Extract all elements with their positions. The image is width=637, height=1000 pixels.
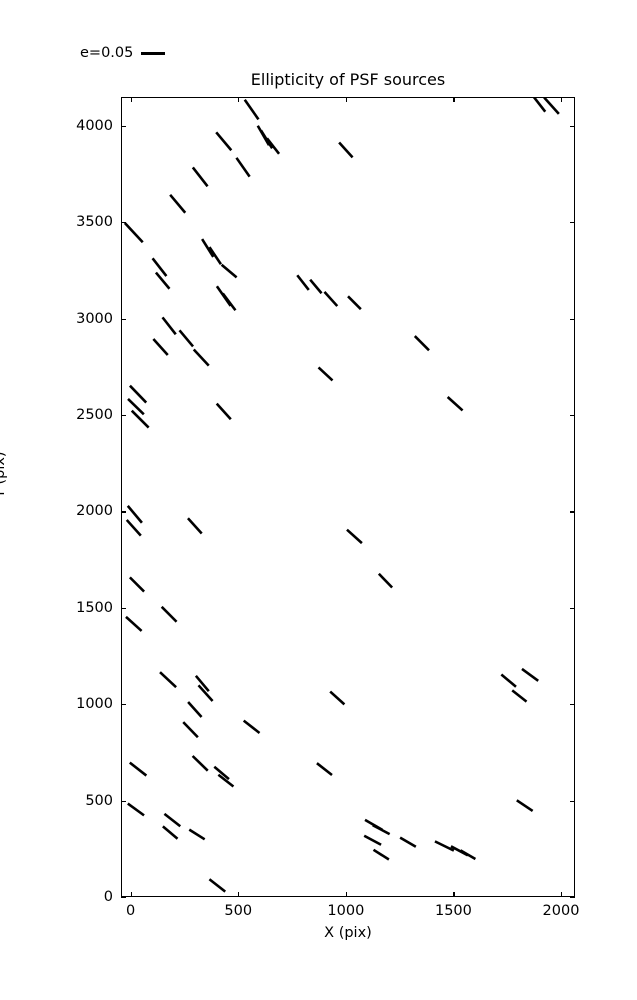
whisker-segment [215,402,232,421]
x-tick-label: 2000 [542,903,580,919]
whisker-segment [130,409,150,429]
whisker-segment [446,396,464,412]
whisker-segment [128,576,146,593]
y-tick-label: 3500 [76,214,113,231]
whisker-segment [127,398,145,416]
whisker-segment [347,295,362,311]
whisker-segment [128,761,148,777]
legend-scale-key: e=0.05 [80,45,166,61]
whisker-segment [329,690,346,706]
whisker-segment [160,605,178,623]
x-tick-label: 0 [126,903,136,919]
whisker-segment [543,98,560,115]
whisker-segment [220,263,238,279]
whisker-segment [213,765,230,781]
whisker-segment [186,517,203,535]
whisker-segment [161,316,177,336]
y-tick-mark [570,897,575,899]
y-tick-label: 2500 [76,407,113,424]
whisker-segment [434,840,455,852]
whisker-layer [122,98,574,896]
y-tick-mark [121,897,126,899]
whisker-segment [194,674,210,693]
whisker-segment [235,157,251,178]
whisker-segment [178,329,195,348]
y-tick-label: 4000 [76,117,113,134]
whisker-segment [187,701,203,718]
whisker-segment [532,98,547,113]
whisker-segment [162,825,179,840]
y-tick-label: 2000 [76,503,113,520]
whisker-segment [511,689,528,703]
whisker-segment [459,849,477,861]
x-tick-label: 1000 [327,903,365,919]
whisker-segments [123,98,560,893]
whisker-segment [191,166,209,188]
whisker-segment [197,684,214,702]
x-tick-label: 1500 [434,903,472,919]
whisker-segment [154,271,171,290]
y-tick-label: 0 [103,889,113,905]
whisker-segment [208,246,223,265]
whisker-segment [217,773,235,788]
whisker-segment [399,836,417,848]
y-axis-label: Y (pix) [0,451,8,498]
whisker-segment [316,762,333,777]
whisker-segment [169,193,187,214]
whisker-segment [159,671,177,689]
whisker-segment [152,338,169,356]
page-title: Ellipticity of PSF sources [250,70,446,89]
whisker-segment [208,878,227,893]
whisker-segment [323,290,339,307]
whisker-segment [377,572,394,589]
y-tick-label: 1000 [76,696,113,713]
whisker-segment [215,131,233,152]
whisker-segment [201,238,215,258]
plot-axes-frame [121,97,575,897]
whisker-segment [182,721,199,739]
whisker-segment [129,384,148,404]
whisker-segment [296,274,310,291]
whisker-segment [317,366,334,382]
whisker-segment [126,505,143,524]
whisker-segment [191,755,209,772]
whisker-segment [123,222,144,244]
whisker-segment [516,799,534,813]
whisker-segment [500,673,517,688]
whisker-segment [243,98,260,121]
whisker-segment [363,834,382,846]
whisker-segment [413,335,430,352]
legend-whisker-icon [141,51,166,55]
whisker-segment [163,812,182,828]
y-tick-label: 3000 [76,310,113,327]
whisker-segment [127,802,145,817]
y-tick-label: 1500 [76,599,113,616]
legend-label: e=0.05 [80,45,134,61]
x-axis-label: X (pix) [324,925,372,941]
whisker-segment [125,615,143,632]
whisker-segment [221,292,237,312]
x-tick-label: 500 [224,903,253,919]
whisker-segment [521,667,539,682]
whisker-segment [192,348,210,367]
whisker-segment [125,519,142,537]
whisker-segment [265,137,281,155]
whisker-segment [338,141,354,159]
whisker-segment [188,828,206,841]
whisker-segment [346,528,363,545]
y-tick-label: 500 [85,792,113,809]
whisker-segment [242,719,261,735]
whisker-segment [309,278,323,295]
whisker-segment [151,257,168,277]
whisker-segment [372,824,391,836]
whisker-segment [372,848,390,861]
